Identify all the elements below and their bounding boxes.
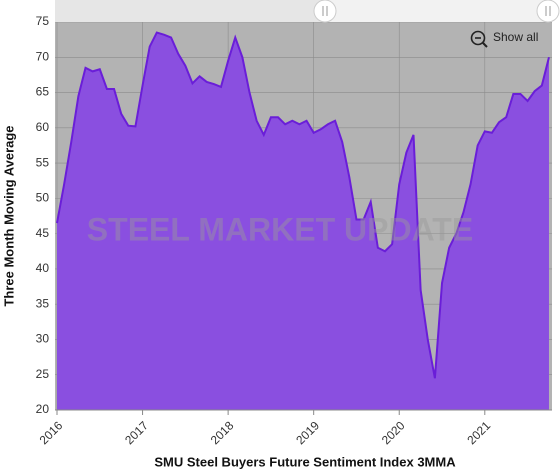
y-tick-label: 70 — [36, 49, 50, 63]
x-tick-label: 2016 — [37, 418, 66, 447]
navigator-handle[interactable] — [536, 0, 560, 23]
chart-title: SMU Steel Buyers Future Sentiment Index … — [154, 454, 456, 469]
y-tick-label: 35 — [36, 296, 50, 310]
zoom-icon — [482, 42, 488, 48]
x-tick-label: 2021 — [464, 418, 493, 447]
navigator-handle[interactable] — [313, 0, 337, 23]
button-label[interactable]: Show all — [493, 30, 538, 44]
marks — [56, 31, 550, 410]
y-tick-label: 60 — [36, 120, 50, 134]
x-tick-label: 2019 — [293, 418, 322, 447]
y-tick-label: 45 — [36, 226, 50, 240]
y-tick-label: 50 — [36, 191, 50, 205]
x-tick-label: 2017 — [122, 418, 151, 447]
y-tick-label: 20 — [36, 402, 50, 416]
x-tick-label: 2018 — [208, 418, 237, 447]
line — [56, 31, 550, 379]
y-tick-label: 55 — [36, 155, 50, 169]
navigator-range[interactable] — [325, 0, 548, 22]
area — [57, 32, 549, 410]
y-tick-label: 40 — [36, 261, 50, 275]
y-tick-label: 30 — [36, 332, 50, 346]
y-tick-label: 65 — [36, 85, 50, 99]
y-axis-label: Three Month Moving Average — [1, 125, 16, 306]
watermark: STEEL MARKET UPDATE — [87, 211, 473, 247]
show-all-button[interactable]: Show all — [470, 30, 539, 48]
x-tick-label: 2020 — [379, 418, 408, 447]
zoom-icon — [470, 30, 486, 46]
y-tick-label: 25 — [36, 367, 50, 381]
y-tick-label: 75 — [36, 14, 50, 28]
